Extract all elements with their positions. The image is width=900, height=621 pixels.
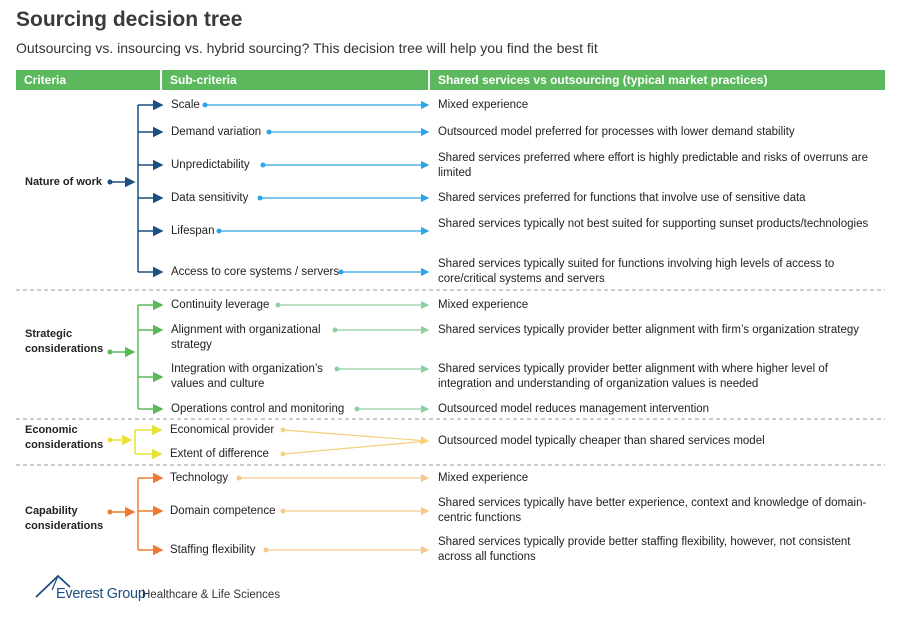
result-staffing-flexibility: Shared services typically provide better…: [438, 536, 851, 563]
everest-logo-icon: [35, 574, 71, 598]
result-continuity-leverage: Mixed experience: [438, 299, 529, 311]
logo-text: Everest Group: [56, 586, 146, 602]
result-technology: Mixed experience: [438, 472, 529, 484]
header-result: Shared services vs outsourcing (typical …: [430, 70, 885, 90]
sub-access-core-systems: Access to core systems / servers: [171, 266, 340, 278]
sub-lifespan: Lifespan: [171, 225, 215, 237]
page-title: Sourcing decision tree: [16, 8, 243, 31]
result-operations-control: Outsourced model reduces management inte…: [438, 403, 710, 415]
page-subtitle: Outsourcing vs. insourcing vs. hybrid so…: [16, 40, 598, 56]
sub-economical-provider: Economical provider: [170, 424, 275, 436]
capability-branches: [107, 472, 430, 556]
header-sub-criteria: Sub-criteria: [162, 70, 428, 90]
criteria-economic: Economic considerations: [25, 424, 104, 451]
result-scale: Mixed experience: [438, 99, 529, 111]
result-unpredictability: Shared services preferred where effort i…: [438, 152, 868, 179]
nature-of-work-branches: [107, 99, 430, 278]
result-domain-competence: Shared services typically have better ex…: [438, 497, 867, 524]
sub-continuity-leverage: Continuity leverage: [171, 299, 270, 311]
sub-operations-control: Operations control and monitoring: [171, 403, 345, 415]
sub-alignment-strategy: Alignment with organizational strategy: [171, 324, 321, 351]
result-lifespan: Shared services typically not best suite…: [438, 218, 869, 230]
strategic-branches: [107, 299, 430, 415]
result-data-sensitivity: Shared services preferred for functions …: [438, 192, 806, 204]
result-integration-values: Shared services typically provider bette…: [438, 363, 828, 390]
criteria-capability: Capability considerations: [25, 505, 104, 532]
criteria-nature-of-work: Nature of work: [25, 176, 103, 188]
economic-branches: [107, 424, 430, 460]
sub-demand-variation: Demand variation: [171, 126, 262, 138]
sub-staffing-flexibility: Staffing flexibility: [170, 544, 256, 556]
sub-technology: Technology: [170, 472, 229, 484]
sub-scale: Scale: [171, 99, 200, 111]
header-criteria: Criteria: [16, 70, 160, 90]
result-demand-variation: Outsourced model preferred for processes…: [438, 126, 795, 138]
sub-unpredictability: Unpredictability: [171, 159, 250, 171]
result-access-core-systems: Shared services typically suited for fun…: [438, 258, 835, 285]
sub-data-sensitivity: Data sensitivity: [171, 192, 249, 204]
result-alignment-strategy: Shared services typically provider bette…: [438, 324, 860, 336]
sub-integration-values: Integration with organization’s values a…: [171, 363, 323, 390]
sub-extent-of-difference: Extent of difference: [170, 448, 269, 460]
result-economic: Outsourced model typically cheaper than …: [438, 435, 765, 447]
logo-subtext: Healthcare & Life Sciences: [142, 589, 281, 601]
criteria-strategic: Strategic considerations: [25, 328, 104, 355]
sub-domain-competence: Domain competence: [170, 505, 276, 517]
